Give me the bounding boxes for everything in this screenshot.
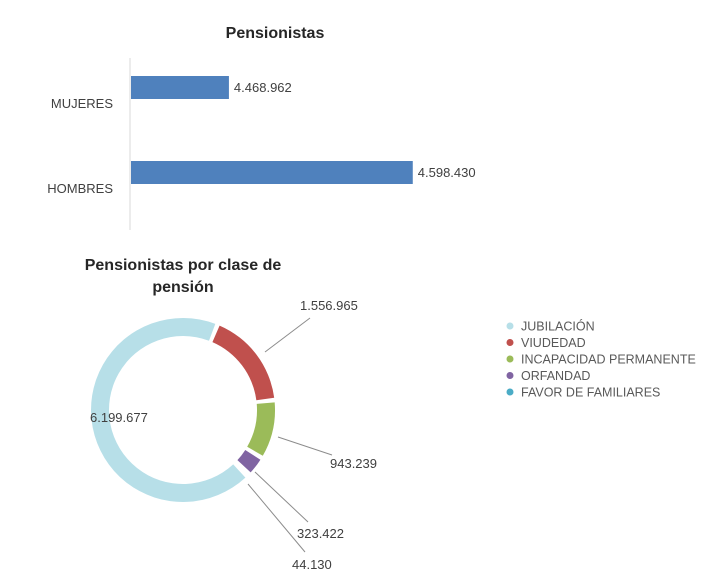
legend-entry: FAVOR DE FAMILIARES	[521, 386, 660, 400]
bar-data-label: 4.598.430	[418, 165, 476, 180]
legend-entry: VIUDEDAD	[521, 336, 586, 350]
bar-category-label: HOMBRES	[47, 181, 113, 196]
donut-data-label: 943.239	[330, 456, 377, 471]
donut-title-line-1: Pensionistas por clase de	[85, 257, 282, 274]
leader-line	[254, 471, 309, 523]
legend-entry: INCAPACIDAD PERMANENTE	[521, 353, 696, 367]
donut-data-label: 1.556.965	[300, 298, 358, 313]
legend-entry: ORFANDAD	[521, 369, 590, 383]
donut-data-label: 44.130	[292, 557, 332, 572]
donut-slice-1	[212, 325, 275, 401]
legend-marker	[506, 372, 514, 379]
leader-line	[277, 436, 333, 456]
legend-marker	[506, 322, 514, 330]
donut-slice-0	[91, 318, 246, 502]
bar-category-label: MUJERES	[51, 96, 113, 111]
donut-title-line-2: pensión	[152, 279, 213, 296]
leader-line	[247, 483, 306, 553]
bar-mujeres	[131, 76, 229, 99]
bar-data-label: 4.468.962	[234, 80, 292, 95]
donut-data-label: 6.199.677	[90, 410, 148, 425]
legend-marker	[506, 339, 514, 346]
leader-line	[264, 317, 311, 353]
legend-marker	[506, 388, 514, 396]
bar-chart-title: Pensionistas	[226, 25, 325, 42]
legend-entry: JUBILACIÓN	[521, 319, 595, 334]
donut-slice-3	[237, 449, 261, 473]
bar-hombres	[131, 161, 413, 184]
donut-data-label: 323.422	[297, 526, 344, 541]
legend-marker	[506, 355, 514, 363]
donut-slice-2	[247, 402, 275, 456]
